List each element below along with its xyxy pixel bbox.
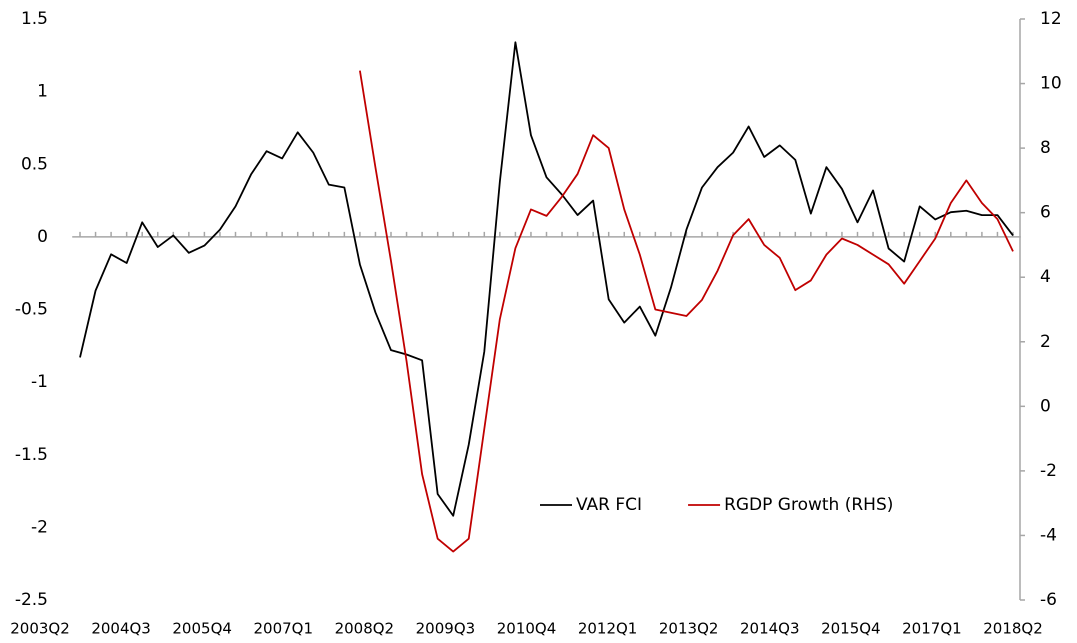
x-tick-label: 2008Q2 (335, 620, 395, 638)
line-series (79, 41, 1014, 517)
y-tick-label: 1 (37, 82, 48, 102)
y2-tick-label: 2 (1040, 332, 1051, 352)
line-series (359, 70, 1014, 553)
y2-tick-label: -2 (1040, 461, 1057, 481)
x-tick-label: 2010Q4 (497, 620, 557, 638)
y2-tick-label: 6 (1040, 203, 1051, 223)
x-tick-label: 2003Q2 (10, 620, 70, 638)
x-tick-label: 2014Q3 (740, 620, 800, 638)
legend-label: VAR FCI (576, 495, 642, 515)
x-tick-label: 2004Q3 (91, 620, 151, 638)
y-tick-label: -2.5 (15, 590, 48, 610)
y2-tick-label: -6 (1040, 590, 1057, 610)
x-tick-label: 2017Q1 (902, 620, 962, 638)
y-tick-label: -2 (31, 517, 48, 537)
x-tick-label: 2009Q3 (416, 620, 476, 638)
x-tick-label: 2005Q4 (172, 620, 232, 638)
x-tick-label: 2013Q2 (659, 620, 719, 638)
y2-tick-label: 4 (1040, 267, 1051, 287)
y-tick-label: -1.5 (15, 445, 48, 465)
y2-tick-label: 12 (1040, 9, 1062, 29)
y2-tick-label: 8 (1040, 138, 1051, 158)
x-tick-label: 2018Q2 (983, 620, 1043, 638)
x-tick-label: 2015Q4 (821, 620, 881, 638)
y-tick-label: 1.5 (21, 9, 48, 29)
y-tick-label: -0.5 (15, 300, 48, 320)
y-tick-label: 0.5 (21, 154, 48, 174)
y-tick-label: -1 (31, 372, 48, 392)
y2-tick-label: -4 (1040, 525, 1057, 545)
x-tick-label: 2007Q1 (253, 620, 313, 638)
y-tick-label: 0 (37, 227, 48, 247)
y2-tick-label: 0 (1040, 396, 1051, 416)
legend-label: RGDP Growth (RHS) (724, 495, 893, 515)
x-tick-label: 2012Q1 (578, 620, 638, 638)
y2-tick-label: 10 (1040, 74, 1062, 94)
